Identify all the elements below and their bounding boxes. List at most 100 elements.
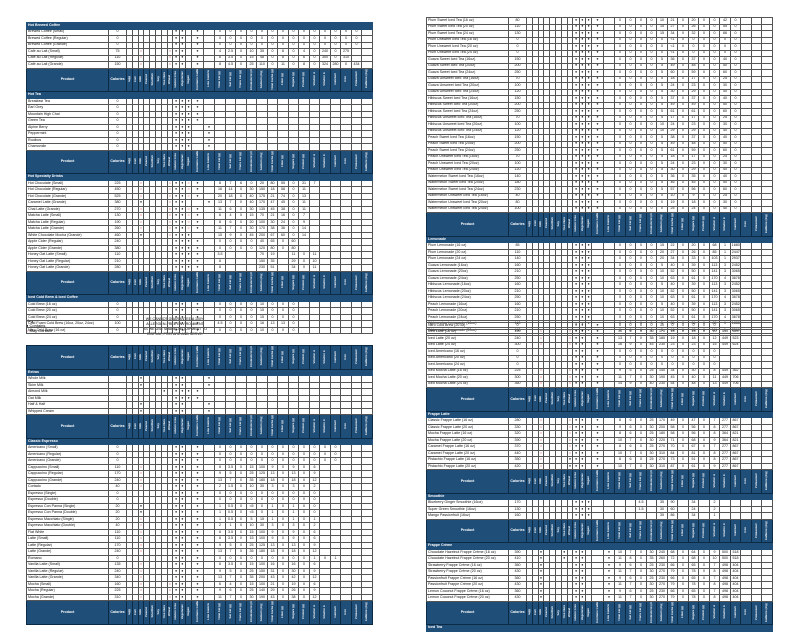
column-header: Calories bbox=[108, 67, 127, 93]
column-header-label: Vegetarian bbox=[180, 604, 184, 620]
column-header-label: Protein (g) bbox=[302, 604, 306, 620]
column-header-label: Sugars (g) bbox=[291, 349, 295, 364]
column-header-label: Calories bbox=[110, 77, 125, 81]
column-header: Calories bbox=[508, 469, 527, 494]
column-header: Product bbox=[26, 270, 109, 296]
column-header: Sat Fat (g) bbox=[624, 469, 637, 494]
calories: 0 bbox=[108, 326, 127, 335]
calories: 250 bbox=[508, 69, 527, 77]
column-header-label: Calories bbox=[110, 159, 125, 164]
empty-cell bbox=[560, 75, 568, 83]
contains-dot-icon: ● bbox=[584, 69, 593, 77]
empty-cell bbox=[143, 117, 151, 125]
column-header: Sodium (mg) bbox=[656, 600, 668, 626]
column-header-label: Caffeine (mg) bbox=[365, 272, 369, 292]
column-header-label: Cholesterol (mg) bbox=[249, 150, 253, 172]
column-header-label: Wheat bbox=[568, 219, 572, 228]
column-header-label: Calcium bbox=[733, 524, 737, 537]
empty-cell bbox=[155, 104, 162, 112]
empty-cell bbox=[131, 97, 139, 106]
column-header-label: Sugars (g) bbox=[691, 522, 695, 538]
column-header: Iron bbox=[340, 600, 352, 625]
column-header: Contains Caffeine bbox=[191, 600, 204, 625]
column-header-label: Fish bbox=[533, 395, 537, 402]
contains-dot-icon: ● bbox=[184, 117, 193, 125]
column-header: Trans Fat (g) bbox=[235, 345, 247, 370]
column-header-label: Total Fat (g) bbox=[218, 70, 222, 88]
column-header-label: Contains Caffeine bbox=[195, 69, 199, 90]
column-header-label: Calcium bbox=[733, 392, 737, 405]
page-iced-frappe: Nitro Cold Brew (20 oz) 0 ● ● ● 0 0 0 0 10 0 0 0 0 0 Ic… bbox=[426, 322, 773, 632]
column-header-label: Total Fat (g) bbox=[618, 472, 622, 490]
column-header: Peanut bbox=[143, 149, 151, 175]
column-header-label: Gluten Free bbox=[174, 152, 178, 170]
column-header-label: Iron bbox=[344, 76, 348, 82]
column-header: Sodium (mg) bbox=[656, 469, 668, 494]
column-header-label: Fish bbox=[133, 422, 137, 429]
table-row: Mountain High Chai 0 ● ● ● ● bbox=[26, 110, 373, 119]
column-header-label: Milk bbox=[139, 158, 143, 165]
column-header-label: Iron bbox=[744, 609, 748, 616]
column-header: Total Fat (g) bbox=[214, 149, 226, 175]
column-header: Cholesterol (mg) bbox=[245, 345, 258, 370]
column-header-label: Calories bbox=[510, 221, 525, 226]
empty-cell bbox=[149, 104, 156, 112]
nutrient-value: 0 bbox=[224, 326, 237, 335]
empty-cell bbox=[549, 82, 556, 90]
column-header: Vitamin A bbox=[708, 600, 721, 626]
column-header-label: Low Calorie bbox=[607, 389, 611, 407]
column-header-label: Trans Fat (g) bbox=[639, 389, 643, 408]
column-header: Product bbox=[426, 212, 509, 237]
column-header-label: Vitamin C bbox=[723, 216, 727, 231]
column-header-label: Cholesterol (mg) bbox=[249, 271, 253, 293]
column-header: Vitamin C bbox=[719, 518, 731, 544]
column-header-label: Gluten Free bbox=[574, 390, 578, 407]
column-header-label: Calories bbox=[110, 609, 125, 614]
empty-cell bbox=[160, 104, 168, 112]
column-header: Total Carbs (g) bbox=[266, 149, 279, 175]
table-row: Cold Brew (20 oz) 0 ● ● ● 0 0 0 0 15 0 0 0 bbox=[26, 307, 373, 315]
column-header: Caffeine (mg) bbox=[761, 518, 773, 544]
column-header-label: Egg bbox=[527, 395, 531, 402]
column-header: Vegan bbox=[184, 270, 193, 296]
column-header: Egg bbox=[126, 67, 133, 93]
table-row: Guava Unsweet Iced Tea (20oz) 100 ● ● ● ● 0 0 0 0… bbox=[426, 82, 773, 90]
empty-cell bbox=[131, 117, 139, 125]
column-header-label: Sat Fat (g) bbox=[628, 473, 632, 488]
column-header-label: Sat Fat (g) bbox=[228, 71, 232, 87]
column-header-label: Product bbox=[460, 396, 475, 401]
column-header-label: Potassium bbox=[754, 522, 758, 538]
column-header-label: Total Carbs (g) bbox=[670, 519, 674, 541]
column-header: Potassium bbox=[350, 149, 363, 175]
contains-dot-icon: ● bbox=[584, 75, 593, 83]
calories: 70 bbox=[508, 75, 527, 83]
column-header-label: Sodium (mg) bbox=[660, 521, 664, 540]
column-header: Sat Fat (g) bbox=[224, 270, 237, 296]
column-header: Protein (g) bbox=[698, 600, 710, 626]
column-header-label: Caffeine (mg) bbox=[765, 388, 769, 409]
column-header-label: Soy bbox=[156, 608, 160, 615]
column-header-label: Sugars (g) bbox=[691, 604, 695, 620]
table-row: Guava Sweet Iced Tea (20oz) 200 ● ● ● ● 0 0 0 0 5 4… bbox=[426, 62, 773, 70]
nutrient-value bbox=[761, 62, 773, 70]
column-header-label: Contains Caffeine bbox=[195, 272, 199, 293]
column-header-label: Milk bbox=[139, 422, 143, 429]
column-header: Caffeine (mg) bbox=[761, 387, 773, 412]
column-header-label: Trans Fat (g) bbox=[239, 273, 243, 292]
column-header-label: Shellfish bbox=[150, 350, 154, 363]
column-header-label: Caffeine (mg) bbox=[765, 471, 769, 491]
column-header-label: Vegetarian bbox=[180, 348, 184, 365]
column-header-label: Sodium (mg) bbox=[260, 69, 264, 89]
contains-dot-icon: ● bbox=[584, 62, 593, 70]
column-header-label: Milk bbox=[139, 353, 143, 360]
column-header-label: Cholesterol (mg) bbox=[249, 601, 253, 623]
column-header-label: Sat Fat (g) bbox=[628, 604, 632, 620]
empty-cell bbox=[202, 97, 216, 106]
column-header-label: Soy bbox=[556, 477, 560, 484]
column-header: Sodium (mg) bbox=[656, 387, 668, 412]
column-header: Protein (g) bbox=[698, 212, 710, 237]
column-header-label: Fish bbox=[533, 477, 537, 484]
column-header: Iron bbox=[340, 345, 352, 370]
column-header-label: Soy bbox=[556, 220, 560, 227]
column-header: Product bbox=[426, 469, 509, 494]
